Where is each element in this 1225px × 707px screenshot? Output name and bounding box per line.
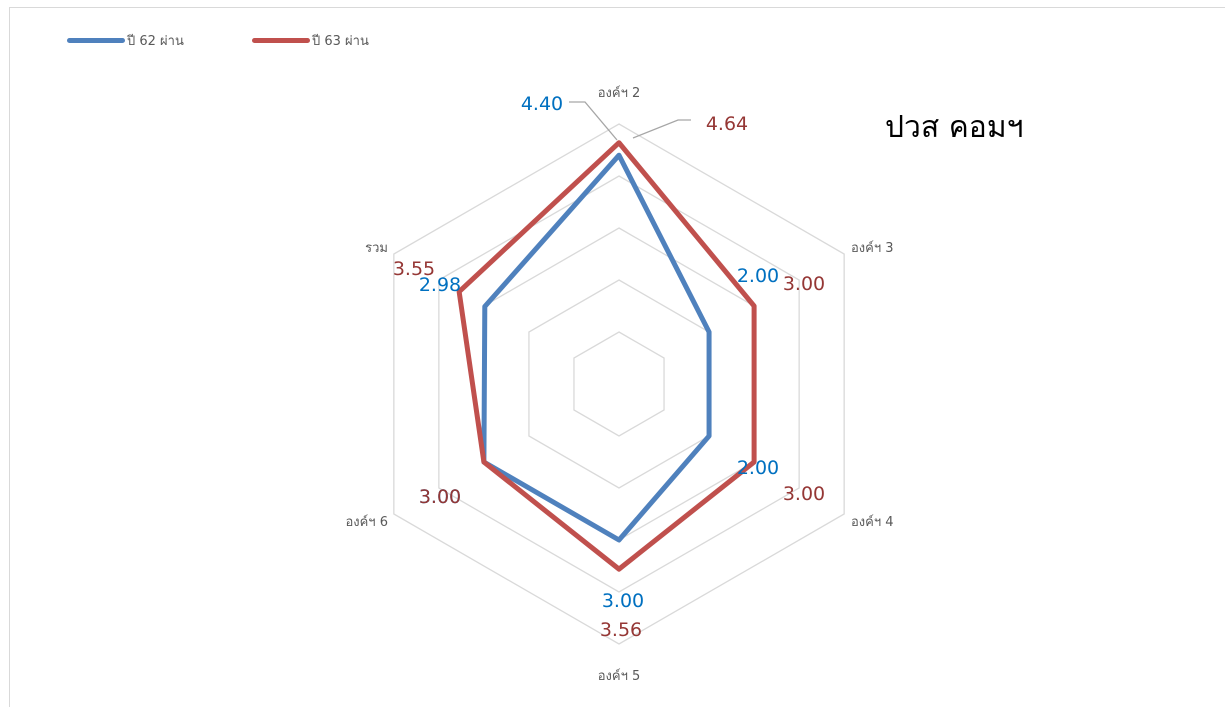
axis-label-2: องค์ฯ 3 [851,240,894,256]
data-label-s2-5: 3.00 [419,486,461,508]
data-label-s1-2: 2.00 [737,265,779,287]
grid-ring-2 [528,279,710,489]
data-label-s1-6: 2.98 [419,274,461,296]
axis-label-5: องค์ฯ 6 [345,514,388,530]
data-label-s2-2: 3.00 [783,273,825,295]
data-label-s2-4: 3.56 [600,619,642,641]
data-label-s1-1: 4.40 [521,93,563,115]
axis-label-4: องค์ฯ 5 [598,668,641,684]
grid-ring-1 [573,331,665,437]
data-label-s1-4: 3.00 [602,590,644,612]
legend-swatch-blue [67,38,125,43]
axis-label-1: องค์ฯ 2 [598,85,641,101]
data-label-s1-3: 2.00 [737,457,779,479]
legend-swatch-red [252,38,310,43]
chart-frame [9,7,1225,707]
series-line-1 [481,152,712,543]
axis-label-3: องค์ฯ 4 [851,514,894,530]
legend-label-2562: ปี 62 ผ่าน [127,34,184,49]
grid-ring-5 [393,123,845,645]
data-label-s2-1: 4.64 [706,113,748,135]
chart-title: ปวส คอมฯ [885,110,1024,145]
data-label-s2-6: 3.55 [393,258,435,280]
series-line-2 [456,140,757,572]
grid-ring-4 [438,175,800,593]
legend-item-2562: ปี 62 ผ่าน [67,30,184,51]
axis-label-6: รวม [365,241,388,256]
legend-label-2563: ปี 63 ผ่าน [312,34,369,49]
leader-line-2562 [569,101,618,141]
leader-line-2563 [632,119,691,139]
data-label-s2-3: 3.00 [783,483,825,505]
data-label-s1-5: 3.00 [419,486,461,508]
legend-item-2563: ปี 63 ผ่าน [252,30,369,51]
